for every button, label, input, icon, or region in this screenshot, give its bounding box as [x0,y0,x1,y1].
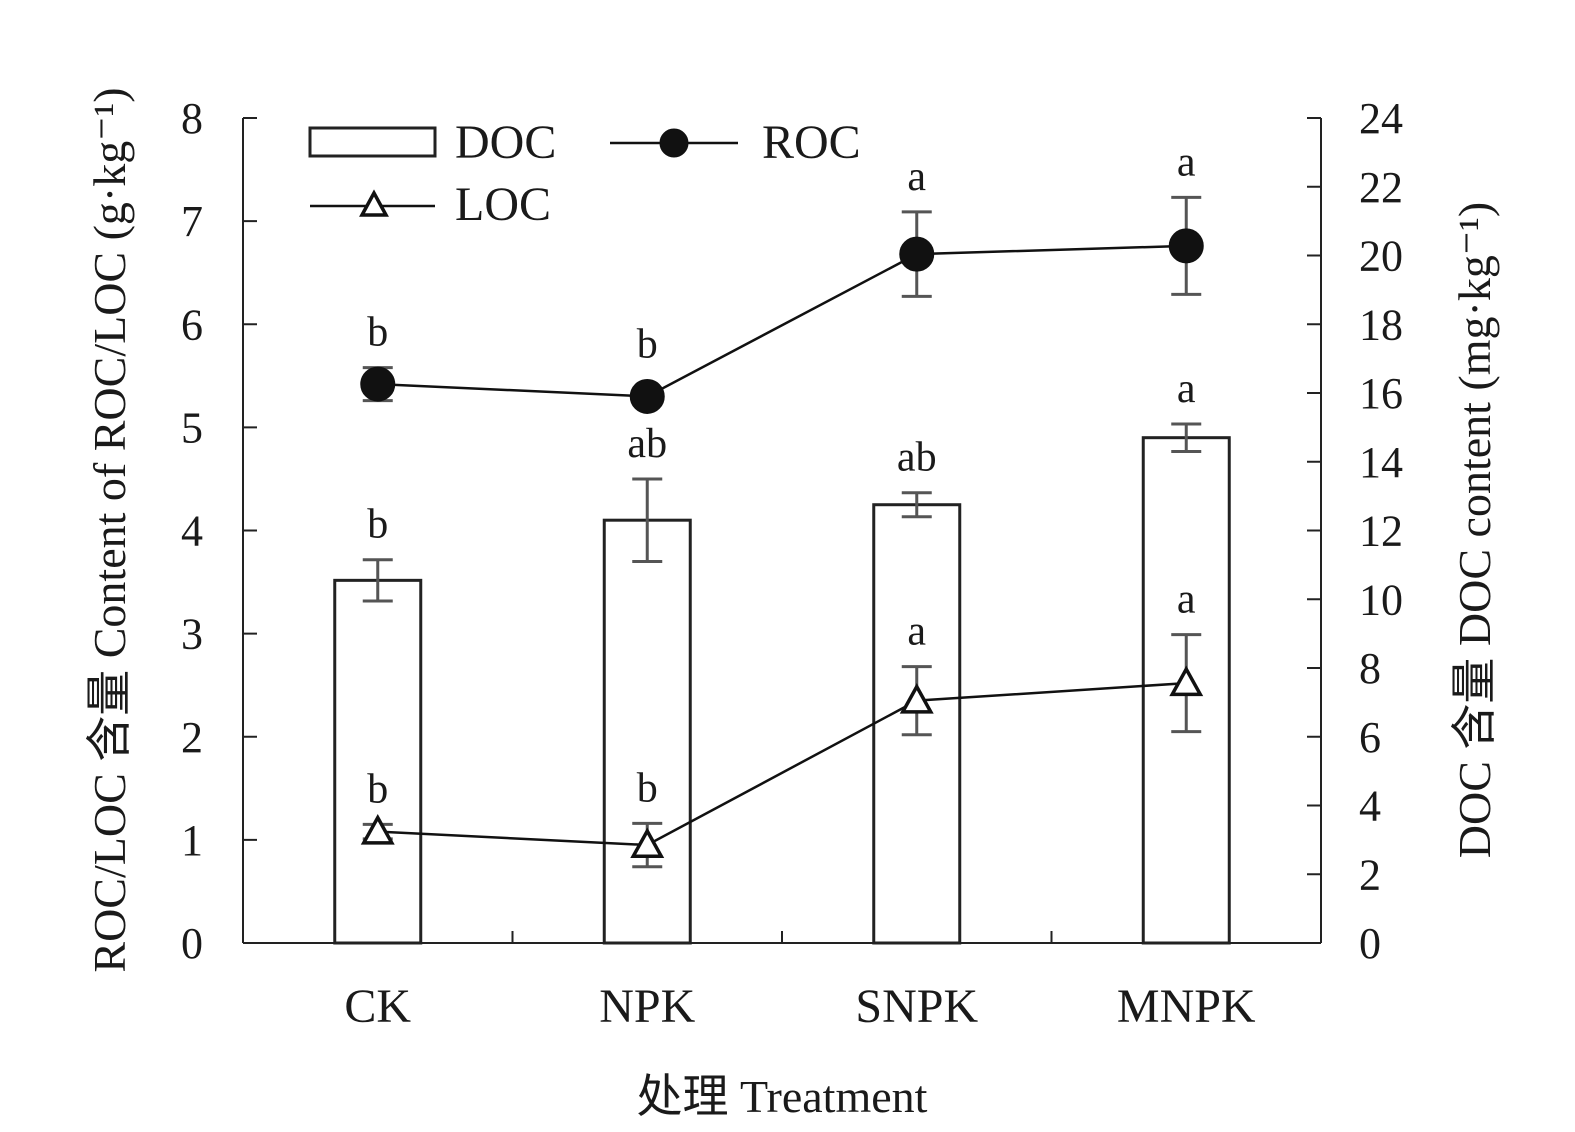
loc-point [899,683,934,714]
y-tick-label-left: 4 [181,507,203,556]
roc-point [360,366,396,402]
y-axis-title-left: ROC/LOC 含量 Content of ROC/LOC (g·kg⁻¹) [84,87,135,972]
roc-point [899,236,935,272]
doc-sig-label: ab [627,421,667,467]
legend-doc-label: DOC [455,116,556,169]
doc-sig-label: b [367,502,388,548]
y-tick-label-right: 4 [1359,782,1381,831]
loc-line [377,681,1187,847]
y-tick-label-right: 20 [1359,232,1403,281]
legend-roc-marker [659,128,689,158]
roc-sig-label: b [367,310,388,356]
loc-point [630,827,665,858]
y-tick-label-right: 6 [1359,713,1381,762]
y-tick-label-left: 6 [181,300,203,349]
y-tick-label-right: 12 [1359,507,1403,556]
legend-doc-swatch [308,126,437,158]
loc-point [360,814,395,845]
roc-point [629,378,665,414]
legend-roc-label: ROC [762,116,861,169]
bars: bab aba [333,366,1231,945]
y-tick-label-right: 0 [1359,919,1381,968]
lines: b ba ab baa [360,139,1204,869]
roc-point [1168,228,1204,264]
y-tick-label-right: 14 [1359,438,1403,487]
y-tick-label-right: 8 [1359,644,1381,693]
loc-sig-label: b [637,765,658,811]
loc-sig-label: a [907,609,926,655]
legend: DOC ROC LOC [308,116,861,231]
loc-sig-label: a [1177,577,1196,623]
doc-sig-label: a [1177,366,1196,412]
x-axis-title: 处理 Treatment [637,1071,928,1122]
x-tick-label: CK [344,980,411,1033]
y-tick-label-right: 18 [1359,300,1403,349]
y-tick-label-left: 1 [181,816,203,865]
x-tick-label: MNPK [1117,980,1256,1033]
legend-loc-marker [359,189,389,217]
roc-sig-label: a [1177,139,1196,185]
y-tick-label-left: 2 [181,713,203,762]
loc-sig-label: b [367,766,388,812]
y-tick-label-right: 22 [1359,163,1403,212]
doc-bar [333,578,423,945]
y-tick-label-right: 2 [1359,850,1381,899]
legend-loc-label: LOC [455,178,551,231]
roc-line [377,244,1187,398]
y-tick-label-right: 16 [1359,369,1403,418]
y-tick-label-right: 24 [1359,94,1403,143]
doc-bar [602,518,692,945]
x-tick-label: NPK [599,980,695,1033]
doc-sig-label: ab [897,435,937,481]
x-tick-label: SNPK [855,980,978,1033]
y-tick-label-left: 3 [181,610,203,659]
loc-point [1169,665,1204,697]
y-tick-label-left: 0 [181,919,203,968]
y-axis-title-right: DOC 含量 DOC content (mg·kg⁻¹) [1449,202,1500,858]
y-tick-label-left: 7 [181,197,203,246]
y-tick-label-right: 10 [1359,575,1403,624]
roc-sig-label: a [907,154,926,200]
y-tick-label-left: 8 [181,94,203,143]
roc-sig-label: b [637,321,658,367]
y-tick-label-left: 5 [181,403,203,452]
